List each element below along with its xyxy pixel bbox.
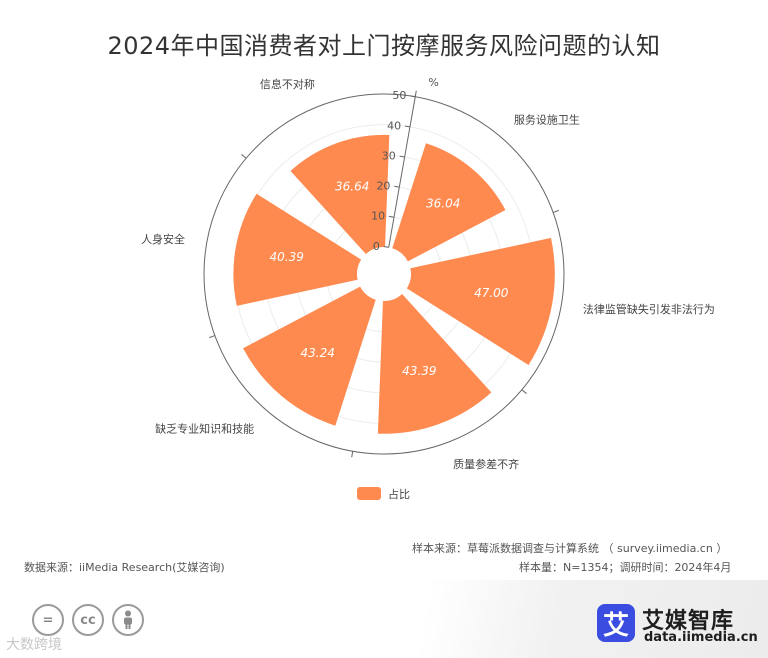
- cc-person-icon: [112, 604, 144, 636]
- radial-tick: [383, 246, 389, 248]
- category-label: 信息不对称: [260, 77, 315, 91]
- cc-equals-icon: =: [32, 604, 64, 636]
- sample-info: 样本量：N=1354；调研时间：2024年4月: [519, 561, 732, 574]
- category-label: 缺乏专业知识和技能: [155, 422, 254, 436]
- radial-tick-label: 0: [373, 240, 380, 253]
- bar-5: [233, 193, 362, 306]
- category-label: 质量参差不齐: [453, 457, 519, 471]
- brand-url: data.iimedia.cn: [644, 630, 758, 645]
- polar-outer-axis: [203, 93, 565, 455]
- bar-4: [243, 286, 376, 426]
- bar-6: [290, 134, 390, 254]
- radial-tick: [404, 125, 411, 128]
- unit-label: %: [428, 76, 438, 89]
- radial-tick-label: 20: [376, 180, 390, 193]
- radial-tick: [399, 155, 405, 158]
- data-label: 43.24: [301, 346, 335, 360]
- radial-tick-label: 10: [371, 210, 385, 223]
- radial-tick-label: 40: [387, 119, 401, 132]
- radial-tick-label: 30: [382, 149, 396, 162]
- bar-1: [392, 143, 506, 262]
- data-source: 数据来源：iiMedia Research(艾媒咨询): [24, 561, 225, 574]
- category-label: 人身安全: [141, 232, 185, 246]
- page-title: 2024年中国消费者对上门按摩服务风险问题的认知: [107, 32, 661, 60]
- radial-tick: [394, 185, 400, 188]
- angular-tick: [209, 335, 216, 339]
- bar-2: [406, 237, 555, 366]
- data-label: 47.00: [474, 286, 509, 300]
- angular-tick: [552, 209, 559, 213]
- data-label: 43.39: [402, 364, 436, 378]
- data-label: 40.39: [270, 250, 304, 264]
- radial-tick: [410, 95, 416, 98]
- radial-tick-label: 50: [392, 89, 406, 102]
- legend-label: 占比: [388, 487, 410, 501]
- brand-logo: 艾: [597, 604, 635, 642]
- legend-swatch: [357, 487, 381, 500]
- cc-icon: cc: [72, 604, 104, 636]
- sample-source: 样本来源：草莓派数据调查与计算系统 （ survey.iimedia.cn ）: [412, 542, 728, 555]
- bar-3: [377, 294, 492, 434]
- angular-tick: [521, 389, 527, 394]
- category-label: 服务设施卫生: [514, 112, 580, 126]
- polar-bar-chart: 36.04 服务设施卫生 47.00 法律监管缺失引发非法行为 43.39 质量参差不齐 4…: [141, 76, 715, 501]
- category-label: 法律监管缺失引发非法行为: [583, 302, 715, 316]
- brand-name: 艾媒智库: [642, 609, 735, 634]
- radial-axis-line: [388, 94, 417, 248]
- angular-tick: [351, 451, 354, 458]
- data-label: 36.64: [335, 180, 369, 194]
- angular-tick: [241, 154, 247, 159]
- watermark: 大数跨境: [6, 637, 62, 653]
- radial-tick: [388, 215, 395, 218]
- data-label: 36.04: [426, 196, 460, 210]
